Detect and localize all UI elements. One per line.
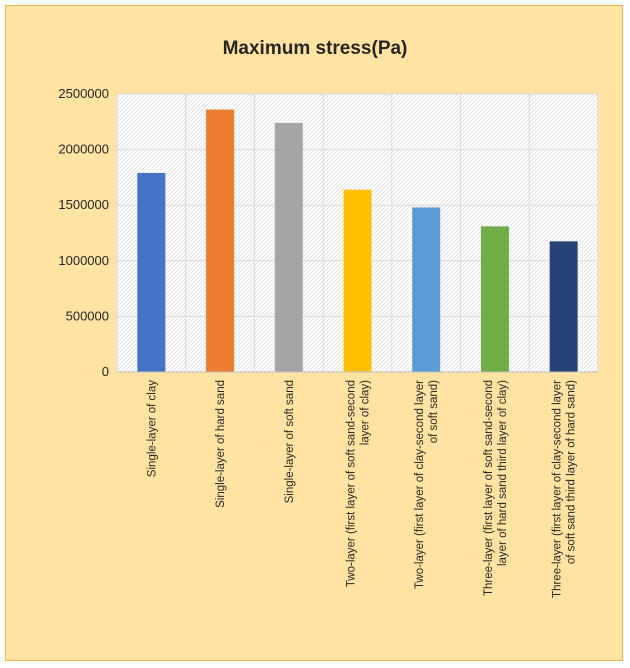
x-category-label: Two-layer (first layer of soft sand-seco… <box>346 380 358 587</box>
chart-area: Maximum stress(Pa) 0 500000 1000000 1500000… <box>5 5 623 661</box>
y-tick-label: 1500000 <box>58 197 109 212</box>
bar <box>274 122 303 372</box>
y-tick-label: 1000000 <box>58 253 109 268</box>
x-category-label: of soft sand third layer of hard sand) <box>566 380 578 564</box>
y-tick-label: 500000 <box>66 308 109 323</box>
x-category-label: Single-layer of soft sand <box>284 380 296 503</box>
x-category-label: Three-layer (first layer of soft sand-se… <box>483 380 495 596</box>
chart-title: Maximum stress(Pa) <box>223 38 408 59</box>
x-category-label: Single-layer of hard sand <box>215 380 227 508</box>
y-tick-label: 2500000 <box>58 86 109 101</box>
bar <box>137 172 166 372</box>
x-category-label: Single-layer of clay <box>146 380 158 477</box>
bar <box>412 207 441 372</box>
x-category-label: Three-layer (first layer of clay-second … <box>552 380 564 598</box>
y-tick-label: 2000000 <box>58 142 109 157</box>
x-category-label: layer of clay) <box>360 380 372 445</box>
x-category-label: Two-layer (first layer of clay-second la… <box>414 380 426 589</box>
bar <box>206 109 235 373</box>
bar <box>480 226 509 372</box>
bar <box>343 189 372 372</box>
y-tick-label: 0 <box>102 364 109 379</box>
bar-chart: Maximum stress(Pa) 0 500000 1000000 1500000… <box>58 38 599 598</box>
x-category-label: of soft sand) <box>428 380 440 443</box>
bar <box>549 241 578 372</box>
x-category-label: layer of hard sand third layer of clay) <box>497 380 509 566</box>
